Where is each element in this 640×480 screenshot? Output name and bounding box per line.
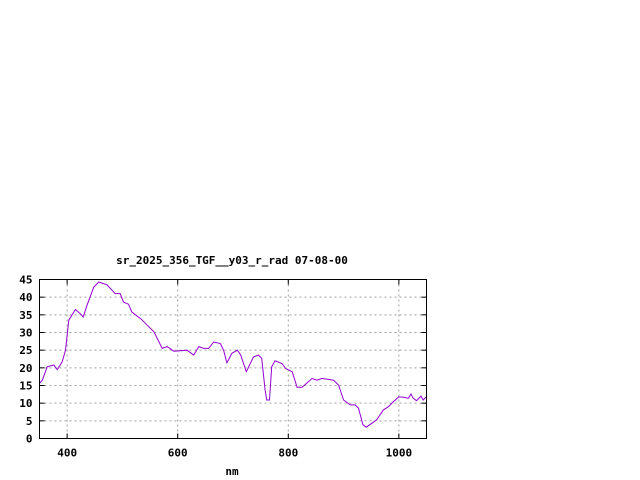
y-tick-label: 20 <box>19 362 32 375</box>
x-tick-label: 800 <box>278 447 298 460</box>
y-tick-label: 25 <box>19 344 32 357</box>
y-tick-label: 15 <box>19 380 32 393</box>
y-tick-label: 10 <box>19 397 32 410</box>
x-tick-label: 400 <box>57 447 77 460</box>
x-axis: 400 600 800 1000 <box>57 279 413 460</box>
chart-title: sr_2025_356_TGF__y03_r_rad 07-08-00 <box>116 254 348 267</box>
y-tick-label: 40 <box>19 291 32 304</box>
y-tick-label: 0 <box>26 433 33 446</box>
y-tick-label: 35 <box>19 309 32 322</box>
plot-frame <box>39 279 427 439</box>
y-tick-label: 5 <box>26 415 33 428</box>
series-line <box>39 281 427 428</box>
grid <box>39 279 427 439</box>
y-tick-label: 30 <box>19 327 32 340</box>
y-tick-label: 45 <box>19 274 32 287</box>
x-tick-label: 1000 <box>386 447 413 460</box>
x-axis-label: nm <box>225 465 239 478</box>
x-tick-label: 600 <box>168 447 188 460</box>
y-axis: 0 5 10 15 20 25 30 35 40 45 <box>19 274 427 446</box>
